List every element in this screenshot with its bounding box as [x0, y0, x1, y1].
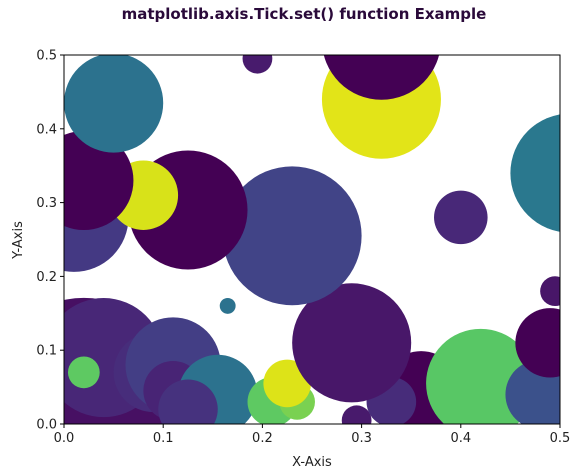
scatter-point-27 — [434, 190, 488, 245]
y-tick-label-2: 0.2 — [36, 270, 57, 285]
scatter-point-19 — [222, 166, 362, 306]
x-axis-ticks: 0.0 0.1 0.2 0.3 0.4 0.5 — [54, 424, 571, 446]
scatter-point-22 — [64, 130, 134, 231]
scatter-point-7 — [158, 379, 218, 424]
y-tick-label-5: 0.5 — [36, 49, 57, 64]
scatter-point-25 — [323, 55, 440, 100]
chart-title: matplotlib.axis.Tick.set() function Exam… — [122, 5, 487, 23]
y-axis-label: Y-Axis — [11, 221, 26, 260]
x-axis-label: X-Axis — [292, 455, 332, 470]
scatter-point-26 — [242, 55, 273, 74]
axes-frame — [63, 54, 561, 425]
scatter-point-17 — [515, 308, 560, 378]
x-tick-label-5: 0.5 — [550, 431, 571, 446]
scatter-point-29 — [219, 297, 236, 314]
x-tick-label-4: 0.4 — [450, 431, 471, 446]
scatter-point-28 — [510, 114, 560, 232]
scatter-point-18 — [540, 276, 560, 307]
x-tick-label-1: 0.1 — [153, 431, 174, 446]
x-tick-label-2: 0.2 — [252, 431, 273, 446]
scatter-point-11 — [341, 405, 372, 424]
scatter-point-30 — [67, 356, 100, 389]
x-tick-label-3: 0.3 — [351, 431, 372, 446]
y-tick-label-3: 0.3 — [36, 196, 57, 211]
y-tick-label-0: 0.0 — [36, 418, 57, 433]
scatter-point-23 — [64, 55, 164, 153]
scatter-point-14 — [292, 283, 412, 403]
y-tick-label-4: 0.4 — [36, 122, 57, 137]
x-tick-label-0: 0.0 — [54, 431, 75, 446]
y-axis-ticks: 0.0 0.1 0.2 0.3 0.4 0.5 — [36, 49, 64, 433]
scatter-point-10 — [263, 359, 312, 408]
y-tick-label-1: 0.1 — [36, 344, 57, 359]
